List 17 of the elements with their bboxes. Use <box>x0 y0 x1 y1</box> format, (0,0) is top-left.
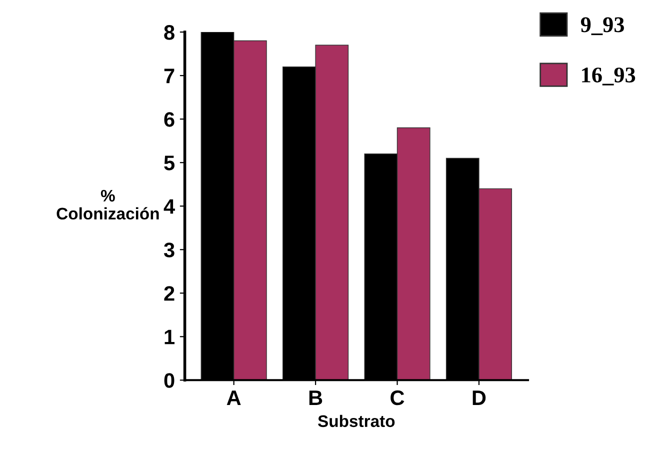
y-tick-label: 4 <box>164 199 175 214</box>
y-axis-title: % Colonización <box>56 190 159 220</box>
x-tick-label: B <box>309 390 322 405</box>
y-tick-label: 3 <box>164 242 174 258</box>
y-tick-label: 0 <box>164 373 174 388</box>
y-tick-label: 6 <box>164 112 174 127</box>
legend-label: 9_93 <box>580 17 624 36</box>
y-tick-label: 5 <box>164 156 174 170</box>
legend-label: 16_93 <box>582 68 636 86</box>
y-tick-label: 1 <box>164 330 174 344</box>
x-tick-label: C <box>390 390 404 406</box>
y-tick-label: 2 <box>164 286 174 301</box>
x-tick-label: D <box>472 390 486 405</box>
y-tick-label: 8 <box>164 25 174 40</box>
y-tick-label: 7 <box>164 68 174 84</box>
x-axis-title: Substrato <box>318 414 395 428</box>
x-tick-label: A <box>226 390 241 405</box>
